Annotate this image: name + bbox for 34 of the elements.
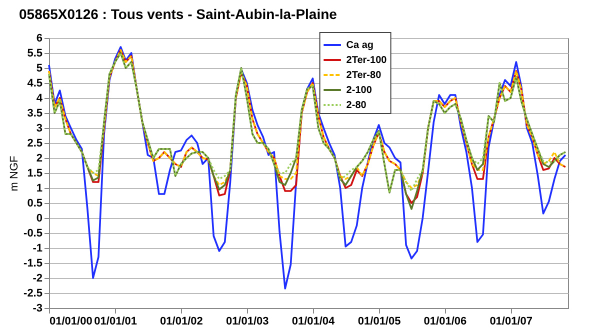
y-tick-label: 5.5 bbox=[27, 48, 42, 60]
y-tick-label: -3 bbox=[32, 302, 42, 314]
y-tick-label: -1.5 bbox=[24, 258, 42, 270]
x-tick-label: 01/01/01 bbox=[94, 316, 137, 328]
legend-label: Ca ag bbox=[346, 40, 374, 51]
x-tick-label: 01/01/05 bbox=[358, 316, 401, 328]
x-tick-label: 01/01/04 bbox=[292, 316, 336, 328]
x-tick-label: 01/01/00 bbox=[50, 316, 92, 328]
y-tick-label: -1 bbox=[32, 242, 42, 254]
y-tick-label: 5 bbox=[36, 62, 42, 74]
x-tick-label: 01/01/03 bbox=[226, 316, 269, 328]
y-tick-label: 0.5 bbox=[27, 198, 42, 210]
x-tick-label: 01/01/06 bbox=[424, 316, 467, 328]
y-tick-label: -0.5 bbox=[24, 228, 42, 240]
y-axis-title: m NGF bbox=[8, 156, 21, 192]
legend-label: 2-100 bbox=[346, 85, 372, 96]
y-tick-label: -2.5 bbox=[24, 288, 42, 300]
y-tick-label: 6 bbox=[36, 32, 42, 44]
x-tick-label: 01/01/02 bbox=[160, 316, 203, 328]
legend-label: 2Ter-100 bbox=[346, 55, 388, 66]
y-tick-label: 4 bbox=[36, 92, 44, 104]
y-tick-label: 1 bbox=[36, 182, 42, 194]
y-tick-label: 0 bbox=[36, 212, 42, 224]
y-tick-label: 2.5 bbox=[27, 138, 42, 150]
x-tick-label: 01/01/07 bbox=[490, 316, 533, 328]
legend-label: 2Ter-80 bbox=[346, 70, 382, 81]
chart-title: 05865X0126 : Tous vents - Saint-Aubin-la-Plaine bbox=[19, 6, 338, 22]
y-tick-label: 1.5 bbox=[27, 168, 42, 180]
y-tick-label: 2 bbox=[36, 152, 42, 164]
legend-label: 2-80 bbox=[346, 100, 367, 111]
y-tick-label: 4.5 bbox=[27, 78, 42, 90]
y-tick-label: -2 bbox=[32, 272, 42, 284]
y-tick-label: 3 bbox=[36, 122, 42, 134]
y-tick-label: 3.5 bbox=[27, 108, 42, 120]
